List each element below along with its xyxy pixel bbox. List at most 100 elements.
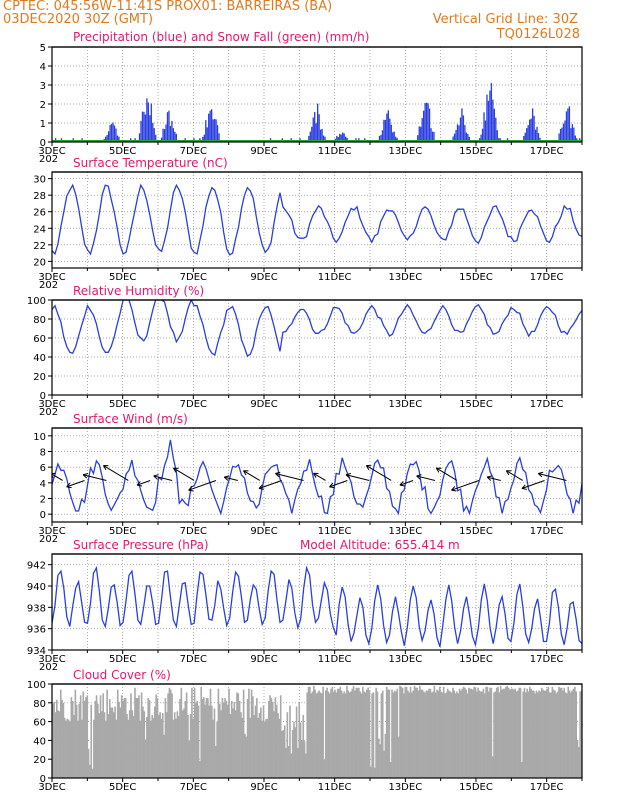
panel-title-0: Precipitation (blue) and Snow Fall (gree… <box>73 30 369 44</box>
precip-bar <box>524 132 526 142</box>
precip-bar <box>109 125 111 142</box>
precip-bar <box>152 122 154 142</box>
wind-arrow-head <box>486 476 492 481</box>
cloud-bar <box>154 706 156 778</box>
cloud-bar <box>494 691 497 778</box>
cloud-bar <box>114 706 116 778</box>
precip-bar <box>481 128 484 142</box>
cloud-bar <box>348 692 351 778</box>
panel-5: Cloud Cover (%) 0 20 40 60 80 100 3DEC 5DEC 7DEC 9… <box>27 668 583 793</box>
cloud-bar <box>128 710 131 778</box>
cloud-bar <box>441 692 444 778</box>
precip-bar <box>106 134 108 142</box>
wind-arrow <box>506 470 523 481</box>
precip-bar <box>175 133 177 142</box>
cloud-bar <box>289 705 291 778</box>
cloud-bar <box>556 691 559 778</box>
x-tick-label: 3DEC <box>38 272 65 283</box>
cloud-bar <box>228 688 230 778</box>
wind-arrow <box>224 476 238 481</box>
wind-arrow-head <box>313 473 317 478</box>
cloud-bar <box>168 687 171 778</box>
x-tick-label: 17DEC <box>530 654 564 665</box>
cloud-bar <box>279 695 282 778</box>
cloud-bar <box>336 688 339 778</box>
cloud-bar <box>95 695 98 778</box>
cloud-bar <box>254 705 257 778</box>
cloud-bar <box>285 747 287 778</box>
cloud-bar <box>503 688 506 778</box>
precip-bar <box>455 129 457 142</box>
cloud-bar <box>200 686 203 778</box>
cloud-bar <box>81 719 83 778</box>
series-line-4 <box>52 565 582 648</box>
x-tick-label: 11DEC <box>318 399 352 410</box>
cloud-bar <box>118 701 120 778</box>
wind-arrow-head <box>451 486 456 491</box>
cloud-bar <box>474 687 477 778</box>
wind-arrow-head <box>435 467 440 473</box>
cloud-bar <box>347 690 350 778</box>
x-tick-label: 9DEC <box>250 399 277 410</box>
precip-bar <box>144 114 147 142</box>
cloud-bar <box>59 689 62 778</box>
precip-bar <box>433 131 435 142</box>
cloud-bar <box>172 719 175 778</box>
precip-bar <box>567 108 569 142</box>
cloud-bar <box>429 688 432 778</box>
cloud-bar <box>458 688 461 778</box>
wind-arrow-head <box>416 474 422 477</box>
x-tick-label: 3DEC <box>38 399 65 410</box>
cloud-bar <box>226 704 229 778</box>
cloud-bar <box>222 702 225 778</box>
cloud-bar <box>188 740 191 778</box>
cloud-bar <box>260 707 262 778</box>
cloud-bar <box>560 687 563 778</box>
cloud-bar <box>536 692 539 778</box>
precip-bar <box>380 134 382 142</box>
wind-arrow <box>313 472 326 481</box>
x-tick-label: 7DEC <box>180 399 207 410</box>
cloud-bar <box>58 711 61 778</box>
x-tick-label: 15DEC <box>459 782 493 793</box>
precip-bar <box>539 137 541 142</box>
x-tick-label: 11DEC <box>318 782 352 793</box>
x-tick-label: 17DEC <box>530 272 564 283</box>
cloud-bar <box>576 740 579 778</box>
cloud-bar <box>220 710 222 778</box>
precip-bar <box>573 127 575 142</box>
series-line-1 <box>52 183 582 256</box>
precip-bar <box>155 134 157 142</box>
panel-2: Relative Humidity (%) 0 20 40 60 80 100 3DEC 5DE… <box>27 284 583 418</box>
cloud-bar <box>318 690 320 778</box>
wind-arrow-head <box>82 472 89 476</box>
panel-title-2: Relative Humidity (%) <box>73 284 204 298</box>
cloud-bar <box>205 698 208 778</box>
cloud-bar <box>270 698 273 778</box>
series-line-3 <box>52 439 582 516</box>
cloud-bar <box>77 720 79 778</box>
cloud-bar <box>381 690 384 778</box>
cloud-bar <box>380 693 383 778</box>
cloud-bar <box>298 701 301 778</box>
cloud-bar <box>155 694 157 778</box>
precip-bar <box>115 128 117 142</box>
x-tick-label: 17DEC <box>530 782 564 793</box>
cloud-bar <box>197 705 200 778</box>
cloud-bar <box>393 690 396 778</box>
precip-bar <box>487 100 490 142</box>
cloud-bar <box>175 718 177 778</box>
cloud-bar <box>497 686 499 778</box>
cloud-bar <box>466 693 469 778</box>
x-tick-label: 5DEC <box>109 146 136 157</box>
wind-arrow <box>173 467 195 481</box>
cloud-bar <box>490 687 493 778</box>
cloud-bar <box>62 702 65 778</box>
precip-bar <box>213 119 216 142</box>
precip-bar <box>561 127 563 142</box>
wind-arrow-head <box>399 481 404 486</box>
wind-arrow <box>275 473 304 481</box>
cloud-bar <box>397 736 400 778</box>
cloud-bar <box>579 691 581 778</box>
cloud-bar <box>82 691 85 778</box>
